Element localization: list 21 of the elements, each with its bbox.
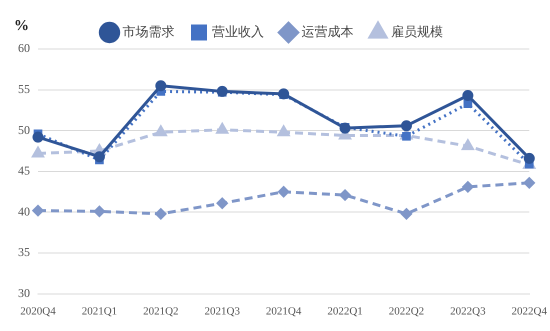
- legend-label: 市场需求: [122, 24, 174, 40]
- y-tick-label: 35: [18, 245, 30, 260]
- x-tick-label: 2021Q4: [266, 305, 302, 318]
- y-tick-label: 60: [18, 41, 30, 56]
- x-tick-label: 2022Q4: [512, 305, 548, 318]
- legend-label: 营业收入: [212, 24, 264, 40]
- legend-label: 雇员规模: [391, 24, 443, 40]
- x-tick-label: 2021Q2: [143, 305, 179, 318]
- y-tick-label: 30: [18, 286, 30, 300]
- y-tick-label: 50: [18, 122, 30, 137]
- x-tick-label: 2022Q1: [327, 305, 363, 318]
- y-tick-label: 55: [18, 82, 30, 96]
- x-tick-label: 2020Q4: [20, 305, 56, 318]
- y-axis-title: %: [14, 18, 29, 34]
- legend-label: 运营成本: [302, 24, 354, 40]
- x-tick-label: 2022Q3: [450, 305, 486, 318]
- y-tick-label: 45: [18, 164, 30, 178]
- x-tick-label: 2021Q1: [82, 305, 118, 318]
- x-tick-label: 2021Q3: [204, 305, 240, 318]
- y-tick-label: 40: [18, 204, 30, 218]
- x-tick-label: 2022Q2: [388, 305, 424, 318]
